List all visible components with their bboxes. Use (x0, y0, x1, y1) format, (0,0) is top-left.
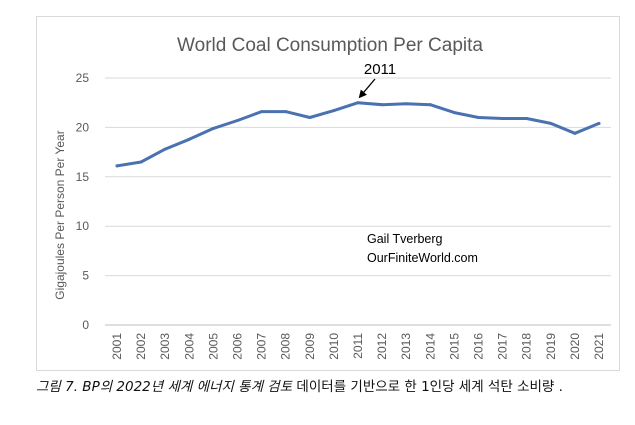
data-point (476, 116, 480, 120)
data-point (163, 147, 167, 151)
x-tick-label: 2002 (134, 333, 148, 360)
data-point (211, 126, 215, 130)
data-point (308, 116, 312, 120)
x-tick-label: 2013 (399, 333, 413, 360)
y-tick-label: 0 (82, 318, 89, 332)
data-point (452, 111, 456, 115)
chart-title: World Coal Consumption Per Capita (177, 35, 483, 56)
x-tick-label: 2018 (520, 333, 534, 360)
x-tick-label: 2001 (110, 333, 124, 360)
x-tick-label: 2003 (158, 333, 172, 360)
credit-website: OurFiniteWorld.com (367, 251, 478, 265)
y-tick-label: 25 (76, 71, 90, 85)
series-line (115, 101, 601, 168)
data-point (139, 160, 143, 164)
x-tick-label: 2020 (568, 333, 582, 360)
x-tick-label: 2014 (423, 333, 437, 360)
caption-description: 데이터를 기반으로 한 1인당 세계 석탄 소비량 . (292, 379, 563, 395)
data-point (187, 137, 191, 141)
x-tick-label: 2006 (231, 333, 245, 360)
x-tick-label: 2019 (544, 333, 558, 360)
x-tick-label: 2010 (327, 333, 341, 360)
data-point (115, 164, 119, 168)
x-tick-label: 2009 (303, 333, 317, 360)
y-tick-label: 10 (76, 219, 90, 233)
data-point (284, 110, 288, 114)
credit-author: Gail Tverberg (367, 232, 443, 246)
x-tick-label: 2007 (255, 333, 269, 360)
chart-container: World Coal Consumption Per Capita Gigajo… (36, 16, 620, 371)
data-point (332, 109, 336, 113)
data-point (260, 110, 264, 114)
y-tick-label: 15 (76, 170, 90, 184)
x-tick-label: 2015 (447, 333, 461, 360)
x-tick-label: 2012 (375, 333, 389, 360)
x-tick-label: 2016 (471, 333, 485, 360)
x-tick-label: 2005 (206, 333, 220, 360)
x-tick-label: 2008 (279, 333, 293, 360)
data-point (236, 118, 240, 122)
data-point (597, 121, 601, 125)
figure-caption: 그림 7. BP의 2022년 세계 에너지 통계 검토 데이터를 기반으로 한… (36, 378, 626, 396)
caption-source: 그림 7. BP의 2022년 세계 에너지 통계 검토 (36, 379, 293, 395)
x-tick-label: 2017 (496, 333, 510, 360)
data-point (573, 131, 577, 135)
line-chart: World Coal Consumption Per Capita Gigajo… (53, 35, 611, 360)
data-point (380, 103, 384, 107)
y-tick-label: 20 (76, 120, 90, 134)
data-point (428, 103, 432, 107)
data-point (525, 117, 529, 121)
annotation-label: 2011 (364, 61, 396, 78)
x-tick-label: 2004 (182, 333, 196, 360)
x-tick-label: 2011 (351, 333, 365, 359)
data-point (501, 117, 505, 121)
data-point (549, 121, 553, 125)
data-point (356, 101, 360, 105)
annotation-arrow (358, 78, 376, 99)
y-tick-label: 5 (82, 269, 89, 283)
data-point (404, 102, 408, 106)
x-tick-label: 2021 (592, 333, 606, 360)
y-axis-label: Gigajoules Per Person Per Year (53, 130, 67, 299)
